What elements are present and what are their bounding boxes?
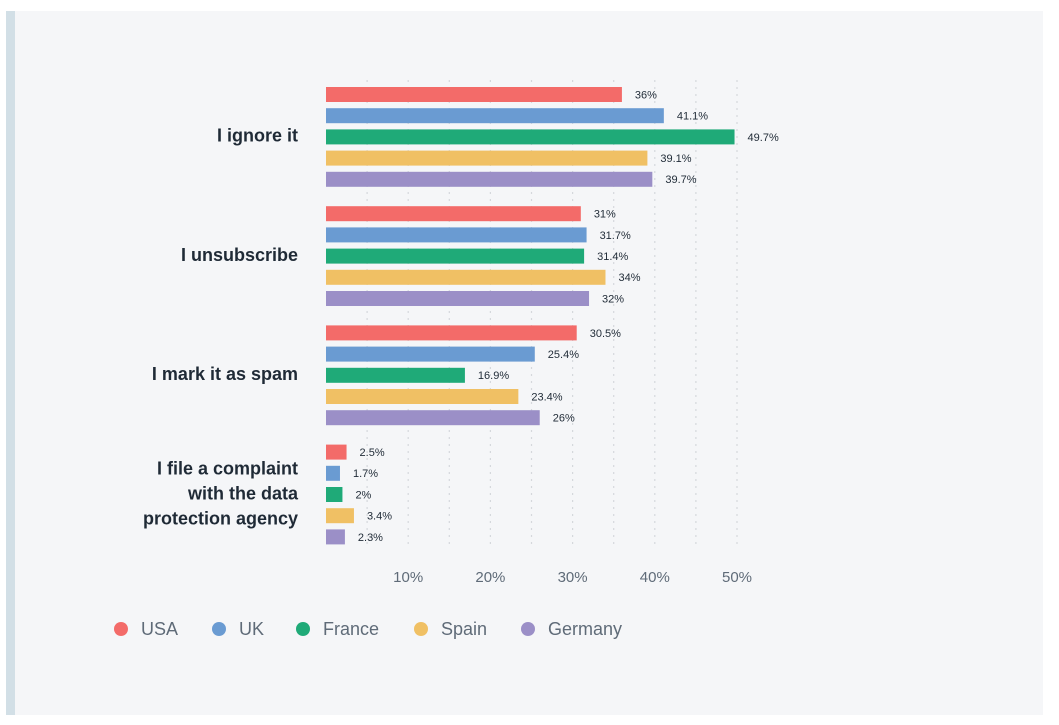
legend-marker-spain <box>414 622 428 636</box>
bar-france-2 <box>326 248 585 264</box>
bar-value-label: 32% <box>602 293 624 305</box>
x-tick-label: 10% <box>393 569 423 586</box>
bar-value-label: 3.4% <box>367 511 392 523</box>
bar-uk-2 <box>326 227 587 243</box>
legend-marker-france <box>296 622 310 636</box>
bar-value-label: 26% <box>553 413 575 425</box>
bar-spain-1 <box>326 150 648 166</box>
bar-germany-2 <box>326 291 590 306</box>
x-tick-label: 30% <box>558 569 588 586</box>
bar-uk-1 <box>326 108 664 124</box>
bar-usa-2 <box>326 206 581 222</box>
category-label: protection agency <box>143 508 298 528</box>
bar-germany-3 <box>326 410 540 426</box>
bar-value-label: 25.4% <box>548 349 579 361</box>
bar-spain-4 <box>326 508 354 524</box>
bar-uk-4 <box>326 465 340 481</box>
legend-marker-usa <box>114 622 128 636</box>
bar-usa-3 <box>326 325 577 341</box>
x-tick-label: 50% <box>722 569 752 586</box>
bar-value-label: 1.7% <box>353 468 378 480</box>
bar-france-1 <box>326 129 735 145</box>
legend-label-germany: Germany <box>548 619 622 639</box>
legend-label-spain: Spain <box>441 619 487 639</box>
chart-card <box>6 11 1043 715</box>
bar-value-label: 31.7% <box>600 230 631 242</box>
bar-spain-3 <box>326 389 519 404</box>
bar-value-label: 2.3% <box>358 532 383 544</box>
category-label: I unsubscribe <box>181 245 298 265</box>
bar-value-label: 34% <box>618 272 640 284</box>
bar-value-label: 23.4% <box>531 391 562 403</box>
category-label: with the data <box>187 483 299 503</box>
bar-value-label: 39.7% <box>665 174 696 186</box>
bar-uk-3 <box>326 346 535 362</box>
bar-value-label: 16.9% <box>478 370 509 382</box>
bar-value-label: 49.7% <box>748 132 779 144</box>
bar-france-3 <box>326 367 465 383</box>
bar-france-4 <box>326 487 343 502</box>
bar-value-label: 31% <box>594 209 616 221</box>
bar-usa-4 <box>326 444 347 460</box>
x-tick-label: 20% <box>475 569 505 586</box>
legend-label-france: France <box>323 619 379 639</box>
bar-value-label: 2.5% <box>360 447 385 459</box>
bar-value-label: 39.1% <box>660 153 691 165</box>
bar-value-label: 36% <box>635 89 657 101</box>
category-label: I mark it as spam <box>152 364 298 384</box>
bar-value-label: 31.4% <box>597 251 628 263</box>
bar-spain-2 <box>326 269 606 285</box>
legend-marker-germany <box>521 622 535 636</box>
bar-value-label: 41.1% <box>677 111 708 123</box>
x-tick-label: 40% <box>640 569 670 586</box>
bar-germany-4 <box>326 529 345 545</box>
category-label: I ignore it <box>217 126 298 146</box>
bar-value-label: 30.5% <box>590 328 621 340</box>
legend-marker-uk <box>212 622 226 636</box>
bar-germany-1 <box>326 171 653 187</box>
legend-label-uk: UK <box>239 619 264 639</box>
bar-usa-1 <box>326 87 622 102</box>
bar-value-label: 2% <box>355 489 371 501</box>
category-label: I file a complaint <box>157 458 298 478</box>
legend-label-usa: USA <box>141 619 178 639</box>
